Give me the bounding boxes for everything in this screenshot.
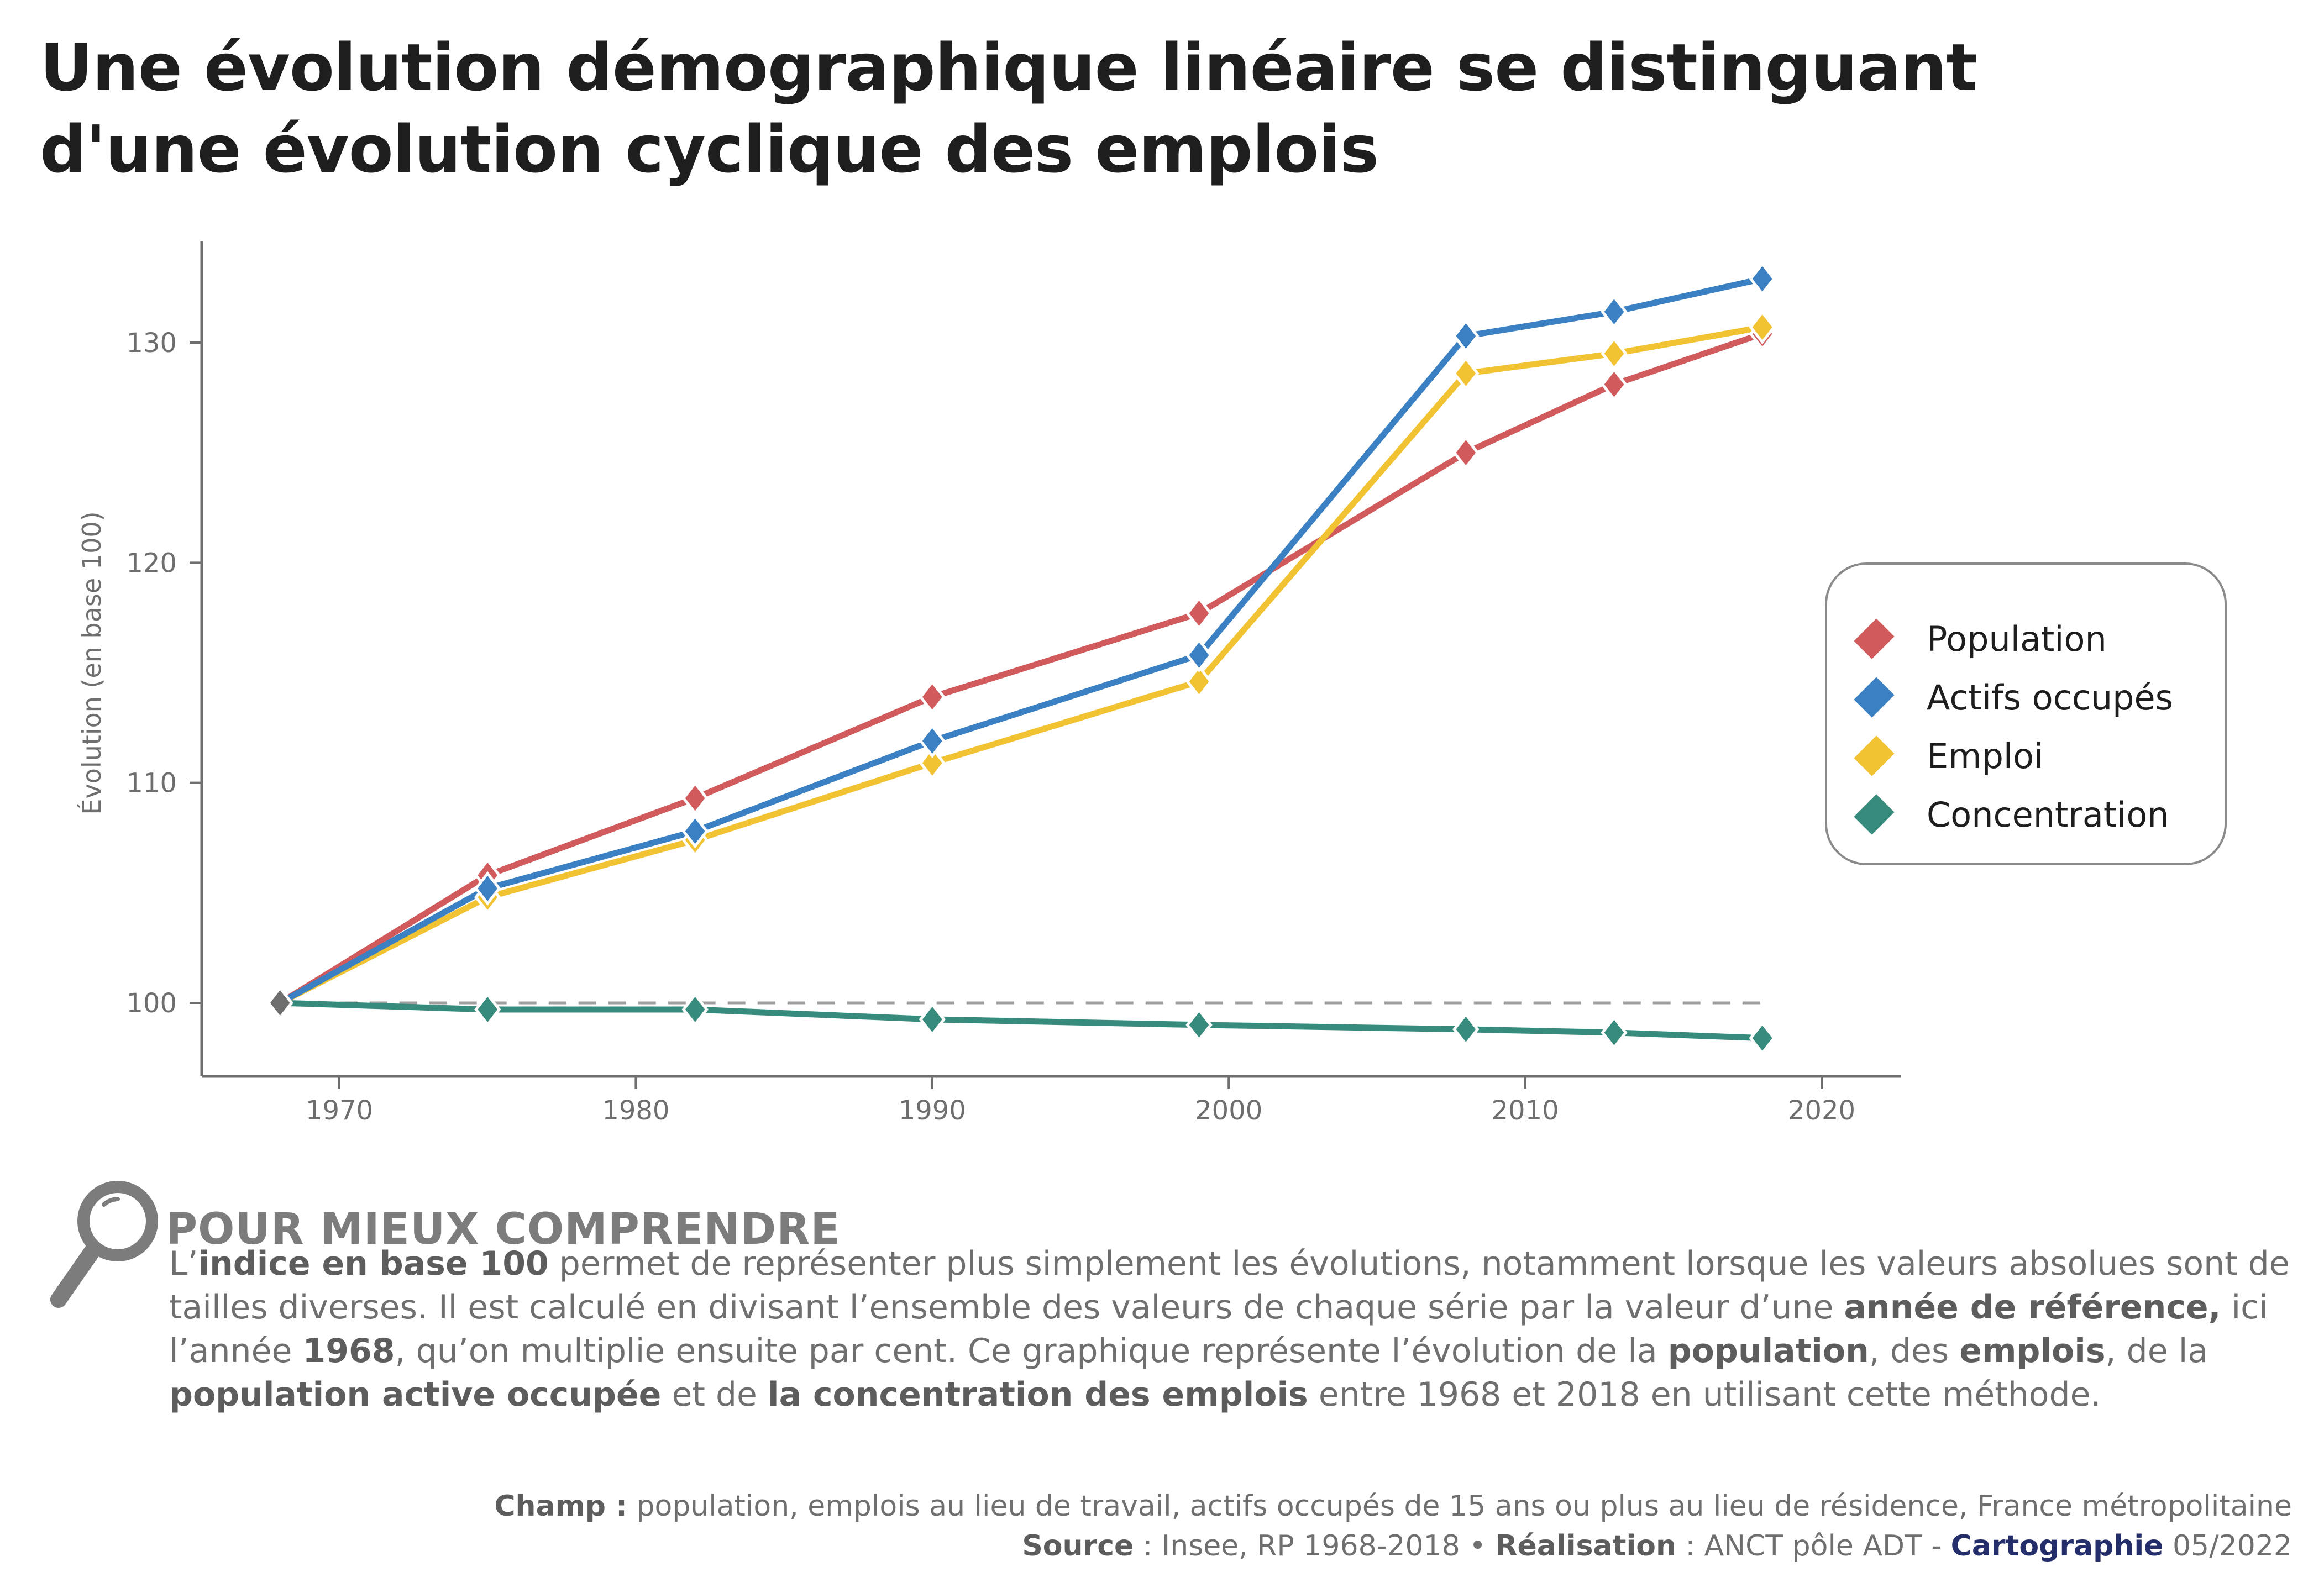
- explanation-run: ici l’année: [169, 1288, 2268, 1370]
- explanation-run: 1968: [302, 1332, 395, 1370]
- y-tick-label: 100: [126, 988, 177, 1019]
- series-lines: [278, 276, 1764, 1042]
- data-point: [681, 814, 709, 849]
- data-point: [1601, 1015, 1628, 1050]
- legend-label: Population: [1927, 618, 2107, 659]
- footer: Champ : population, emplois au lieu de t…: [494, 1486, 2292, 1566]
- data-point: [1749, 310, 1776, 345]
- data-point: [681, 781, 709, 816]
- explanation-run: année de référence,: [1844, 1288, 2221, 1327]
- y-tick-label: 120: [126, 548, 177, 579]
- footer-source: Source : Insee, RP 1968-2018 • Réalisati…: [494, 1526, 2292, 1566]
- data-point: [1185, 1007, 1213, 1042]
- explanation-run: population: [1667, 1332, 1869, 1370]
- footer-date: 05/2022: [2163, 1529, 2292, 1563]
- source-text: : Insee, RP 1968-2018 •: [1134, 1529, 1496, 1563]
- data-point: [919, 680, 946, 714]
- explanation-run: indice en base 100: [198, 1244, 549, 1283]
- explanation-run: permet de représenter plus simplement le…: [169, 1244, 2290, 1327]
- data-point: [919, 1002, 946, 1037]
- explanation-run: , de la: [2105, 1332, 2208, 1370]
- data-point: [474, 992, 501, 1027]
- explanation-run: population active occupée: [169, 1375, 662, 1414]
- series-markers: [266, 261, 1776, 1055]
- data-point: [1601, 367, 1628, 402]
- diamond-icon: [1854, 677, 1895, 718]
- line-chart: 100 110 120 130 1970 1980 1990 2000 2010 2020 Évo…: [77, 241, 1901, 1126]
- data-point: [1452, 435, 1480, 470]
- x-tick-label: 2020: [1788, 1095, 1855, 1126]
- x-tick-label: 1980: [602, 1095, 669, 1126]
- data-point: [1452, 318, 1480, 354]
- explanation-run: et de: [661, 1375, 768, 1414]
- data-point: [919, 745, 946, 780]
- explanation-title: POUR MIEUX COMPRENDRE: [166, 1205, 841, 1254]
- legend-item-population[interactable]: Population: [1854, 611, 2107, 666]
- legend-item-actifs-occupes[interactable]: Actifs occupés: [1854, 670, 2173, 725]
- data-point: [681, 992, 709, 1027]
- realisation-label: Réalisation: [1495, 1529, 1677, 1563]
- series-line-actifs-occup-s: [279, 276, 1763, 1006]
- data-point: [1749, 1021, 1776, 1055]
- explanation-text: L’indice en base 100 permet de représent…: [169, 1242, 2313, 1417]
- diamond-icon: [1854, 735, 1895, 776]
- data-point: [1452, 356, 1480, 391]
- legend-label: Emploi: [1927, 735, 2044, 776]
- diamond-icon: [1854, 794, 1895, 835]
- data-point: [1601, 336, 1628, 371]
- data-point: [1185, 664, 1213, 699]
- x-tick-label: 1990: [899, 1095, 966, 1126]
- data-point: [474, 871, 501, 906]
- explanation-run: , qu’on multiplie ensuite par cent. Ce g…: [395, 1332, 1668, 1370]
- explanation-run: la concentration des emplois: [768, 1375, 1308, 1414]
- x-tick-label: 2010: [1492, 1095, 1559, 1126]
- realisation-text: : ANCT pôle ADT -: [1676, 1529, 1951, 1563]
- cartographie-label: Cartographie: [1950, 1529, 2164, 1563]
- chart-title: Une évolution démographique linéaire se …: [40, 29, 1977, 187]
- series-line-population: [278, 330, 1764, 1006]
- legend-label: Concentration: [1927, 794, 2169, 835]
- series-line-concentration: [280, 1000, 1762, 1042]
- data-point: [1185, 596, 1213, 631]
- explanation-run: L’: [169, 1244, 198, 1283]
- legend-label: Actifs occupés: [1927, 677, 2173, 718]
- series-line-emploi: [279, 324, 1763, 1006]
- explanation-run: entre 1968 et 2018 en utilisant cette mé…: [1308, 1375, 2101, 1414]
- axes: 100 110 120 130 1970 1980 1990 2000 2010 2020: [126, 241, 1901, 1126]
- x-tick-label: 2000: [1195, 1095, 1262, 1126]
- y-tick-label: 130: [126, 328, 177, 359]
- y-axis-label: Évolution (en base 100): [77, 511, 107, 814]
- source-label: Source: [1022, 1529, 1134, 1563]
- champ-text: population, emplois au lieu de travail, …: [627, 1490, 2292, 1523]
- data-point: [1452, 1012, 1480, 1047]
- legend: Population Actifs occupés Emploi Concent…: [1825, 562, 2227, 865]
- data-point: [1601, 295, 1628, 329]
- diamond-icon: [1854, 618, 1895, 659]
- explanation-run: emplois: [1959, 1332, 2106, 1370]
- magnifier-icon: [50, 1181, 158, 1308]
- legend-item-emploi[interactable]: Emploi: [1854, 728, 2044, 784]
- data-point: [1749, 261, 1776, 296]
- footer-champ: Champ : population, emplois au lieu de t…: [494, 1486, 2292, 1526]
- y-tick-label: 110: [126, 768, 177, 799]
- explanation-run: , des: [1869, 1332, 1960, 1370]
- champ-label: Champ :: [494, 1490, 627, 1523]
- legend-item-concentration[interactable]: Concentration: [1854, 787, 2169, 842]
- x-tick-label: 1970: [306, 1095, 373, 1126]
- base-point-1968: [266, 985, 293, 1021]
- data-point: [919, 723, 946, 759]
- data-point: [1185, 638, 1213, 672]
